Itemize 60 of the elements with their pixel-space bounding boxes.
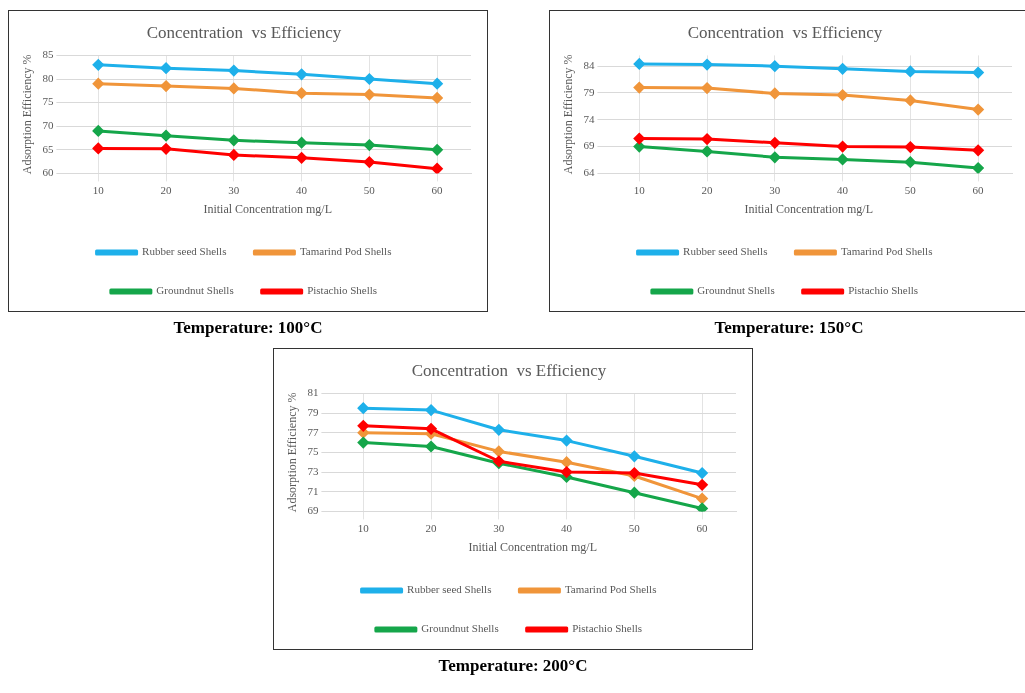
y-axis-title: Adsorption Efficiency %: [561, 54, 576, 175]
x-tick-label: 30: [228, 183, 240, 196]
y-tick-label: 70: [42, 119, 54, 132]
y-axis-title: Adsorption Efficiency %: [20, 54, 35, 175]
x-tick-label: 20: [425, 521, 438, 534]
y-tick-label: 65: [42, 142, 54, 155]
y-tick-label: 84: [583, 59, 595, 72]
legend-label: Groundnut Shells: [697, 284, 775, 297]
y-tick-label: 75: [307, 445, 319, 458]
y-tick-label: 73: [307, 464, 319, 477]
legend-label: Pistachio Shells: [307, 284, 378, 297]
y-tick-label: 79: [583, 85, 595, 98]
x-tick-label: 20: [160, 183, 173, 196]
x-tick-label: 60: [972, 183, 985, 196]
y-tick-label: 85: [42, 48, 54, 61]
y-tick-label: 71: [307, 484, 319, 497]
x-tick-label: 20: [701, 183, 714, 196]
x-tick-label: 50: [904, 183, 917, 196]
x-tick-label: 30: [493, 521, 505, 534]
y-tick-label: 74: [583, 112, 595, 125]
y-tick-label: 69: [307, 504, 319, 517]
x-tick-label: 60: [696, 521, 709, 534]
legend-label: Groundnut Shells: [421, 622, 499, 635]
legend-label: Pistachio Shells: [848, 284, 919, 297]
y-tick-label: 77: [307, 425, 319, 438]
x-axis-title: Initial Concentration mg/L: [468, 539, 598, 554]
x-tick-label: 60: [431, 183, 444, 196]
x-tick-label: 50: [628, 521, 641, 534]
y-tick-label: 75: [42, 95, 54, 108]
x-axis-title: Initial Concentration mg/L: [744, 201, 874, 216]
x-axis-title: Initial Concentration mg/L: [203, 201, 333, 216]
y-tick-label: 60: [42, 166, 54, 179]
legend-label: Pistachio Shells: [572, 622, 643, 635]
chart-title: Concentration vs Efficiency: [411, 360, 607, 380]
y-tick-label: 69: [583, 139, 595, 152]
legend-label: Tamarind Pod Shells: [564, 583, 657, 596]
text: Temperature: 150°C: [713, 318, 865, 338]
chart-title: Concentration vs Efficiency: [687, 22, 883, 42]
y-tick-label: 81: [307, 386, 319, 399]
legend-label: Groundnut Shells: [156, 284, 234, 297]
legend-label: Rubber seed Shells: [683, 245, 768, 258]
legend-label: Rubber seed Shells: [142, 245, 227, 258]
chart-title: Concentration vs Efficiency: [146, 22, 342, 42]
x-tick-label: 50: [363, 183, 376, 196]
x-tick-label: 10: [92, 183, 105, 196]
x-tick-label: 30: [769, 183, 781, 196]
x-tick-label: 10: [357, 521, 370, 534]
x-tick-label: 40: [837, 183, 849, 196]
x-tick-label: 40: [561, 521, 573, 534]
x-tick-label: 10: [633, 183, 646, 196]
y-axis-title: Adsorption Efficiency %: [285, 392, 300, 513]
legend-label: Tamarind Pod Shells: [299, 245, 392, 258]
x-tick-label: 40: [296, 183, 308, 196]
y-tick-label: 79: [307, 405, 319, 418]
y-tick-label: 80: [42, 71, 54, 84]
y-tick-label: 64: [583, 166, 595, 179]
legend-label: Rubber seed Shells: [407, 583, 492, 596]
legend-label: Tamarind Pod Shells: [840, 245, 933, 258]
text: Temperature: 200°C: [437, 656, 589, 676]
text: Temperature: 100°C: [172, 318, 324, 338]
